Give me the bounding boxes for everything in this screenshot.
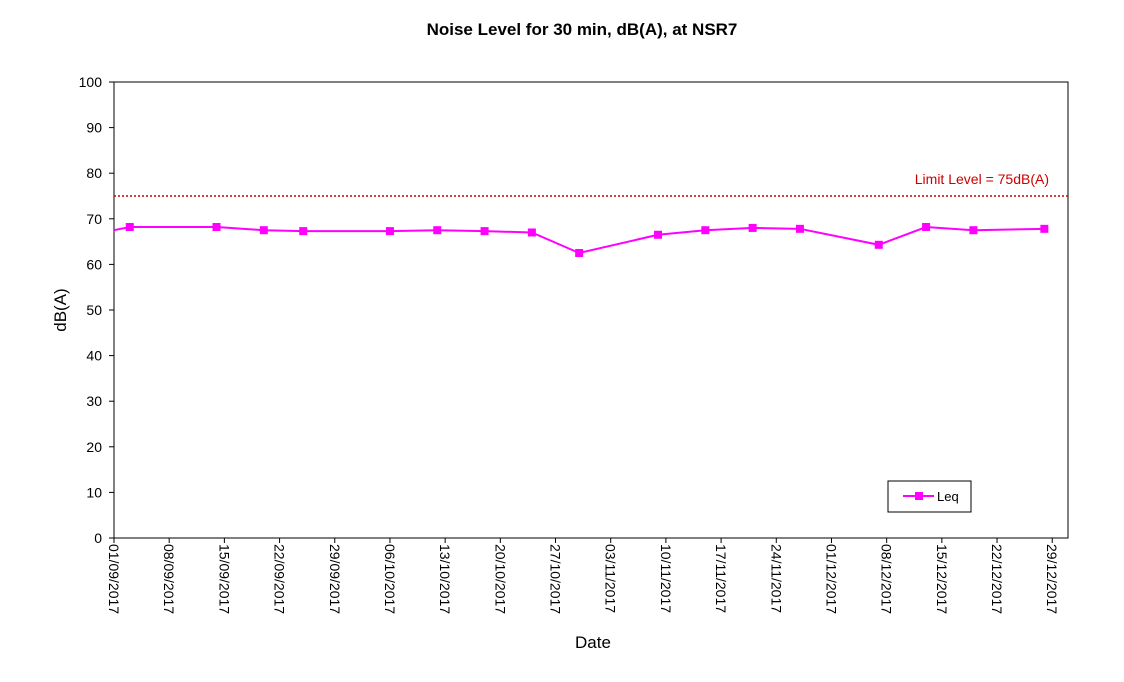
y-tick-label: 80	[86, 165, 102, 181]
x-tick-label: 22/09/2017	[272, 544, 288, 614]
series-points-leq	[125, 223, 1049, 257]
chart-title: Noise Level for 30 min, dB(A), at NSR7	[427, 20, 738, 39]
data-point-leq	[654, 230, 663, 239]
x-tick-label: 17/11/2017	[713, 544, 729, 613]
y-tick-label: 20	[86, 439, 102, 455]
y-tick-label: 0	[94, 530, 102, 546]
legend-label-leq: Leq	[937, 489, 959, 504]
data-point-leq	[874, 240, 883, 249]
y-tick-label: 100	[79, 74, 103, 90]
data-point-leq	[575, 249, 584, 257]
legend-marker-leq	[915, 492, 923, 500]
data-point-leq	[922, 223, 931, 232]
x-tick-label: 06/10/2017	[382, 544, 398, 614]
data-point-leq	[795, 224, 804, 233]
legend: Leq	[887, 480, 972, 513]
x-tick-label: 15/09/2017	[216, 544, 232, 614]
x-tick-label: 20/10/2017	[492, 544, 508, 614]
plot-area	[113, 81, 1069, 539]
x-tick-label: 01/12/2017	[823, 544, 839, 614]
data-point-leq	[125, 223, 134, 232]
series-line-leq	[113, 225, 1045, 255]
data-point-leq	[259, 226, 268, 235]
y-axis-title: dB(A)	[51, 288, 70, 331]
data-point-leq	[527, 228, 536, 237]
data-point-leq	[480, 227, 489, 236]
data-point-leq	[385, 227, 394, 236]
data-point-leq	[748, 223, 757, 232]
x-tick-label: 01/09/2017	[106, 544, 122, 614]
y-tick-label: 10	[86, 484, 102, 500]
x-tick-label: 29/12/2017	[1044, 544, 1060, 614]
x-tick-label: 10/11/2017	[658, 544, 674, 613]
limit-level-label: Limit Level = 75dB(A)	[915, 171, 1049, 187]
x-tick-label: 22/12/2017	[989, 544, 1005, 614]
x-tick-label: 13/10/2017	[437, 544, 453, 614]
data-point-leq	[212, 223, 221, 232]
data-point-leq	[1040, 224, 1049, 233]
x-tick-label: 15/12/2017	[934, 544, 950, 614]
data-point-leq	[969, 226, 978, 235]
y-tick-label: 30	[86, 393, 102, 409]
x-tick-label: 29/09/2017	[327, 544, 343, 614]
x-axis-title: Date	[575, 633, 611, 652]
y-tick-label: 40	[86, 348, 102, 364]
x-tick-label: 03/11/2017	[603, 544, 619, 613]
x-tick-label: 08/12/2017	[879, 544, 895, 614]
y-tick-label: 70	[86, 211, 102, 227]
y-tick-label: 60	[86, 256, 102, 272]
y-axis: 0 10 20 30 40 50 60 70 80 90 100	[79, 74, 114, 546]
y-tick-label: 90	[86, 120, 102, 136]
x-axis: 01/09/2017 08/09/2017 15/09/2017 22/09/2017…	[106, 538, 1060, 614]
data-point-leq	[701, 226, 710, 235]
x-tick-label: 27/10/2017	[548, 544, 564, 614]
x-tick-label: 24/11/2017	[768, 544, 784, 613]
data-point-leq	[299, 227, 308, 236]
data-point-leq	[433, 226, 442, 235]
x-tick-label: 08/09/2017	[161, 544, 177, 614]
y-tick-label: 50	[86, 302, 102, 318]
